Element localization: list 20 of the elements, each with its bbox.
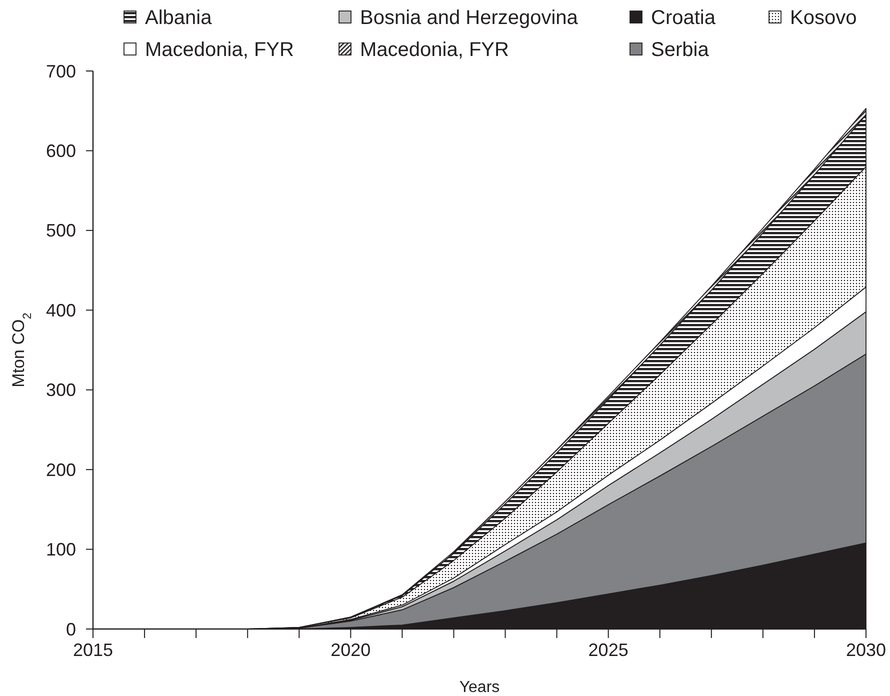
x-axis-title: Years bbox=[459, 679, 500, 696]
y-tick-label: 700 bbox=[46, 61, 76, 82]
legend-label: Serbia bbox=[651, 39, 710, 61]
legend-label: Albania bbox=[145, 7, 213, 29]
y-tick-label: 0 bbox=[66, 619, 76, 640]
x-tick-label: 2030 bbox=[846, 640, 886, 660]
y-tick-label: 100 bbox=[46, 540, 76, 560]
x-tick-label: 2020 bbox=[330, 640, 371, 660]
y-tick-label: 400 bbox=[46, 300, 76, 320]
y-tick-label: 300 bbox=[46, 380, 76, 400]
legend-label: Macedonia, FYR bbox=[360, 39, 509, 61]
legend-label: Kosovo bbox=[790, 7, 857, 29]
legend-label: Bosnia and Herzegovina bbox=[360, 7, 579, 29]
x-tick-label: 2025 bbox=[588, 640, 628, 660]
legend-label: Croatia bbox=[651, 7, 716, 29]
y-tick-label: 500 bbox=[46, 220, 76, 241]
y-tick-label: 200 bbox=[46, 460, 76, 480]
legend-label: Macedonia, FYR bbox=[145, 39, 294, 61]
y-tick-label: 600 bbox=[46, 141, 76, 162]
x-tick-label: 2015 bbox=[72, 640, 114, 660]
